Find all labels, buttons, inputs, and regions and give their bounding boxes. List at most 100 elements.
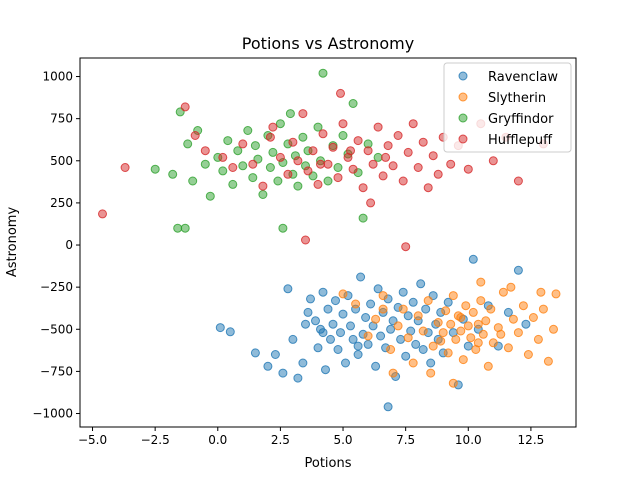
data-point: [426, 358, 436, 368]
data-point: [463, 341, 473, 351]
data-point: [205, 191, 215, 201]
data-point: [346, 146, 355, 156]
data-point: [481, 316, 491, 326]
y-tick-label: 750: [50, 112, 73, 126]
data-point: [283, 284, 293, 294]
data-point: [433, 169, 443, 179]
data-point: [473, 338, 483, 348]
data-point: [275, 119, 285, 129]
data-point: [248, 173, 258, 183]
data-point: [408, 119, 418, 129]
data-point: [373, 152, 383, 162]
data-point: [293, 373, 303, 383]
data-point: [408, 297, 418, 307]
data-point: [363, 331, 373, 341]
data-point: [318, 68, 328, 78]
data-point: [173, 223, 183, 233]
data-point: [265, 132, 275, 142]
data-point: [313, 343, 323, 353]
data-point: [513, 265, 523, 275]
data-point: [358, 213, 368, 223]
data-point: [288, 137, 298, 147]
y-tick-label: 1000: [42, 70, 73, 84]
data-point: [188, 176, 198, 186]
data-point: [401, 242, 411, 252]
data-point: [451, 334, 461, 344]
data-point: [293, 181, 303, 191]
data-point: [433, 318, 443, 327]
data-point: [243, 126, 253, 135]
data-point: [413, 311, 423, 321]
data-point: [371, 361, 381, 371]
data-point: [498, 287, 508, 297]
x-tick-label: 0.0: [208, 433, 227, 447]
data-point: [258, 190, 268, 199]
data-point: [301, 319, 310, 329]
data-point: [383, 402, 393, 412]
y-axis-label: Astronomy: [5, 207, 20, 278]
data-point: [456, 326, 466, 336]
data-point: [233, 146, 243, 156]
data-point: [483, 361, 493, 371]
x-axis-label: Potions: [304, 456, 351, 471]
data-point: [218, 166, 228, 176]
data-point: [338, 131, 348, 140]
series-hufflepuff: [98, 88, 548, 252]
data-point: [378, 291, 388, 301]
data-point: [308, 146, 318, 156]
data-point: [513, 328, 523, 338]
data-point: [521, 319, 531, 329]
data-point: [411, 339, 421, 349]
data-point: [398, 304, 408, 314]
data-point: [358, 183, 368, 193]
data-point: [456, 313, 466, 322]
data-point: [318, 328, 328, 338]
data-point: [265, 163, 275, 172]
data-point: [393, 131, 403, 140]
y-tick-label: 500: [50, 154, 73, 168]
data-point: [388, 161, 398, 171]
data-point: [468, 307, 478, 317]
data-point: [538, 304, 548, 314]
data-point: [403, 333, 413, 343]
chart-title: Potions vs Astronomy: [242, 34, 414, 53]
data-point: [348, 99, 358, 108]
legend-marker: [458, 134, 468, 144]
data-point: [225, 327, 235, 337]
data-point: [408, 358, 418, 368]
data-point: [263, 361, 273, 371]
legend-marker: [458, 113, 468, 123]
data-point: [200, 146, 210, 156]
data-point: [441, 306, 451, 316]
data-point: [268, 147, 278, 157]
data-point: [421, 304, 431, 314]
data-point: [401, 351, 411, 361]
data-point: [248, 159, 258, 169]
x-tick-label: 10.0: [455, 433, 482, 447]
data-point: [318, 129, 328, 139]
data-point: [508, 314, 518, 324]
legend-label-slytherin: Slytherin: [488, 91, 546, 106]
data-point: [316, 159, 325, 169]
data-point: [486, 304, 496, 314]
y-tick-label: −250: [40, 280, 73, 294]
y-tick-label: −1000: [32, 407, 73, 421]
x-tick-label: 2.5: [271, 433, 290, 447]
data-point: [361, 313, 371, 322]
data-point: [428, 151, 438, 161]
data-point: [228, 179, 238, 189]
data-point: [393, 321, 403, 331]
data-point: [378, 171, 388, 181]
data-point: [446, 319, 456, 329]
data-point: [215, 323, 225, 333]
data-point: [218, 152, 228, 162]
data-point: [293, 156, 303, 166]
data-point: [463, 321, 473, 331]
data-point: [98, 209, 107, 219]
data-point: [338, 289, 348, 299]
data-point: [303, 307, 313, 317]
series-ravenclaw: [215, 254, 531, 412]
data-point: [403, 311, 413, 321]
data-point: [285, 109, 295, 119]
data-point: [288, 334, 298, 344]
